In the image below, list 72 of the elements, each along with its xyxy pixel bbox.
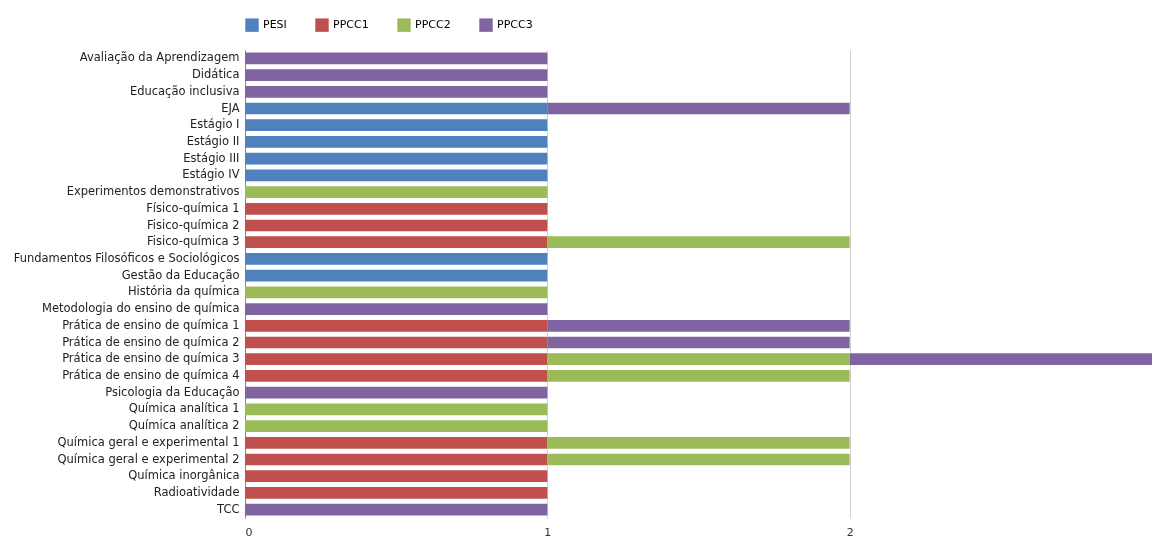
bar (547, 102, 850, 115)
bar (245, 186, 548, 198)
bar (547, 370, 850, 382)
y-tick-label: Estágio II (186, 133, 240, 148)
legend-label: PESI (263, 18, 287, 32)
bar (245, 370, 548, 382)
bar (245, 353, 548, 366)
bar (245, 303, 548, 315)
legend-label: PPCC1 (333, 18, 369, 32)
bar (245, 336, 548, 349)
bar (245, 286, 548, 299)
legend-label: PPCC2 (415, 18, 451, 32)
y-tick-label: Estágio IV (182, 167, 240, 182)
y-tick-label: Fisico-química 2 (147, 217, 240, 232)
bar (547, 336, 850, 349)
y-tick-label: Química inorgânica (128, 468, 240, 483)
bar (245, 219, 548, 232)
bar (245, 453, 548, 466)
y-tick-label: Prática de ensino de química 2 (62, 334, 240, 349)
y-tick-label: TCC (216, 501, 240, 516)
bar (245, 319, 548, 332)
y-tick-label: Química geral e experimental 1 (57, 434, 240, 449)
bar (245, 136, 548, 148)
bar (245, 269, 548, 282)
bar (245, 69, 548, 81)
y-tick-label: Gestão da Educação (121, 267, 240, 282)
legend-label: PPCC3 (497, 18, 533, 32)
y-tick-label: Estágio I (190, 117, 240, 132)
bar (245, 403, 548, 416)
bar (547, 319, 850, 332)
bar (245, 119, 548, 132)
y-tick-label: Educação inclusiva (129, 83, 240, 98)
bar (547, 436, 850, 449)
bar (245, 420, 548, 432)
y-tick-label: Avaliação da Aprendizagem (79, 50, 240, 65)
y-tick-label: Química analítica 1 (128, 401, 240, 416)
x-tick-label: 2 (846, 525, 854, 539)
y-tick-label: Prática de ensino de química 4 (62, 367, 240, 382)
bar (245, 169, 548, 182)
y-tick-label: Química analítica 2 (128, 418, 240, 433)
y-tick-label: Físico-química 1 (146, 200, 240, 215)
bar (245, 236, 548, 249)
y-tick-label: EJA (221, 100, 240, 115)
bar (849, 353, 1152, 366)
y-tick-label: Experimentos demonstrativos (66, 184, 240, 199)
y-tick-label: Prática de ensino de química 3 (62, 351, 240, 366)
y-tick-label: Fundamentos Filosóficos e Sociológicos (13, 250, 240, 265)
y-tick-label: Didática (192, 67, 240, 82)
bar (245, 202, 548, 215)
x-tick-label: 0 (245, 525, 253, 539)
y-tick-label: Metodologia do ensino de química (42, 301, 240, 316)
y-tick-label: Fisico-química 3 (147, 234, 240, 249)
bar (245, 253, 548, 265)
x-tick-label: 1 (544, 525, 552, 539)
y-tick-label: Psicologia da Educação (105, 384, 240, 399)
y-tick-label: História da química (127, 284, 240, 299)
bar (245, 85, 548, 98)
bar (245, 152, 548, 165)
y-tick-label: Prática de ensino de química 1 (62, 317, 240, 332)
bar (245, 102, 548, 115)
bar (245, 503, 548, 516)
bar (547, 353, 850, 366)
bar (245, 487, 548, 499)
y-tick-label: Estágio III (183, 150, 240, 165)
bar (245, 470, 548, 483)
bar (547, 453, 850, 466)
y-tick-label: Radioatividade (153, 484, 240, 499)
bar (547, 236, 850, 249)
y-tick-label: Química geral e experimental 2 (57, 451, 240, 466)
bar (245, 436, 548, 449)
bar (245, 386, 548, 399)
bar (245, 52, 548, 65)
